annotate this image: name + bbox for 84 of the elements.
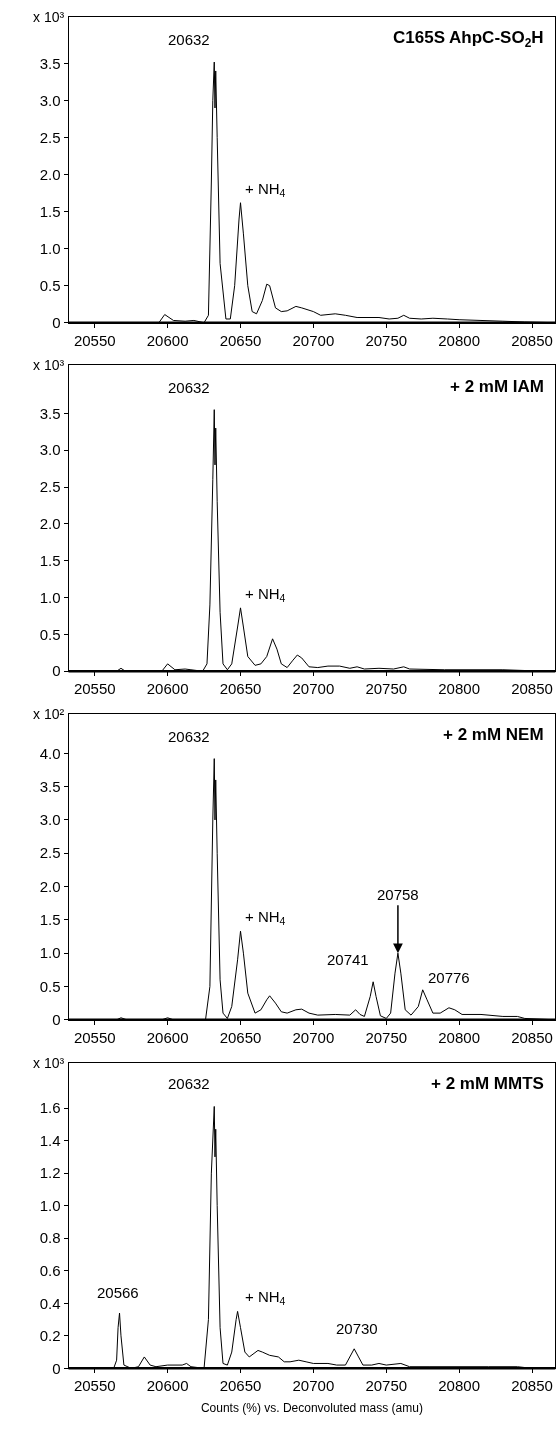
x-tick-label: 20750: [365, 1377, 408, 1395]
annotation: 20776: [428, 969, 470, 986]
y-tick-label: 1.6: [39, 1099, 61, 1117]
x-tick-label: 20650: [219, 1028, 262, 1046]
text: + 2 mM NEM: [443, 725, 544, 744]
y-axis-title: x 10³: [33, 357, 65, 373]
x-tick-label: 20550: [73, 331, 116, 349]
x-tick-label: 20550: [73, 1028, 116, 1046]
y-tick-label: 3.5: [39, 54, 61, 72]
y-tick-label: 1.0: [39, 588, 61, 606]
x-tick-label: 20750: [365, 1028, 408, 1046]
y-tick-label: 0.5: [39, 977, 61, 995]
annotation: + NH$_{4}$: [245, 180, 286, 200]
y-tick-label: 2.0: [39, 165, 61, 183]
annotation: + NH$_{4}$: [245, 908, 286, 928]
y-tick-label: 1.5: [39, 551, 61, 569]
x-tick-label: 20650: [219, 1377, 262, 1395]
annotation: 20741: [327, 951, 369, 968]
x-tick-label: 20700: [292, 680, 335, 698]
x-tick-label: 20600: [146, 331, 189, 349]
y-tick-label: 1.0: [39, 1196, 61, 1214]
annotation: 20632: [168, 728, 210, 745]
y-tick-label: 1.0: [39, 944, 61, 962]
annotation: + NH$_{4}$: [245, 585, 286, 605]
text: C165S AhpC-SO$_{2}$H: [393, 28, 544, 50]
y-tick-label: 2.0: [39, 877, 61, 895]
text: + 2 mM MMTS: [431, 1074, 544, 1093]
x-tick-label: 20600: [146, 680, 189, 698]
y-tick-label: 0.8: [39, 1229, 61, 1247]
x-tick-label: 20850: [511, 680, 553, 698]
y-tick-label: 0.4: [39, 1294, 61, 1312]
y-tick-label: 1.5: [39, 911, 61, 929]
y-tick-label: 0.2: [39, 1327, 61, 1345]
x-tick-label: 20550: [73, 1377, 116, 1395]
x-tick-label: 20600: [146, 1377, 189, 1395]
y-tick-label: 3.0: [39, 811, 61, 829]
y-tick-label: 1.4: [39, 1131, 61, 1149]
x-tick-label: 20750: [365, 331, 408, 349]
annotation: 20758: [377, 886, 419, 903]
x-tick-label: 20800: [438, 1028, 480, 1046]
x-tick-label: 20850: [511, 331, 553, 349]
x-tick-label: 20800: [438, 680, 480, 698]
y-tick-label: 4.0: [39, 744, 61, 762]
x-tick-label: 20600: [146, 1028, 189, 1046]
y-tick-label: 1.5: [39, 202, 61, 220]
y-tick-label: 0.5: [39, 276, 61, 294]
y-axis-title: x 10²: [33, 706, 65, 722]
y-tick-label: 0.6: [39, 1261, 61, 1279]
y-tick-label: 1.2: [39, 1164, 61, 1182]
annotation: 20730: [336, 1320, 378, 1337]
x-tick-label: 20850: [511, 1028, 553, 1046]
y-tick-label: 3.5: [39, 404, 61, 422]
y-tick-label: 2.0: [39, 515, 61, 533]
x-tick-label: 20750: [365, 680, 408, 698]
y-tick-label: 0: [52, 1359, 61, 1377]
y-tick-label: 0: [52, 662, 61, 680]
y-tick-label: 1.0: [39, 239, 61, 257]
y-tick-label: 3.5: [39, 777, 61, 795]
y-tick-label: 0.5: [39, 625, 61, 643]
y-tick-label: 0: [52, 313, 61, 331]
y-axis-title: x 10³: [33, 1055, 65, 1071]
text: + 2 mM IAM: [450, 377, 544, 396]
x-tick-label: 20850: [511, 1377, 553, 1395]
x-tick-label: 20700: [292, 1377, 335, 1395]
y-tick-label: 3.0: [39, 441, 61, 459]
y-axis-title: x 10³: [33, 9, 65, 25]
y-tick-label: 3.0: [39, 91, 61, 109]
x-tick-label: 20700: [292, 1028, 335, 1046]
x-tick-label: 20650: [219, 331, 262, 349]
x-tick-label: 20650: [219, 680, 262, 698]
x-tick-label: 20800: [438, 331, 480, 349]
x-tick-label: 20550: [73, 680, 116, 698]
y-tick-label: 2.5: [39, 128, 61, 146]
annotation: + NH$_{4}$: [245, 1288, 286, 1308]
annotation: 20632: [168, 31, 210, 48]
y-tick-label: 0: [52, 1011, 61, 1029]
annotation: 20632: [168, 379, 210, 396]
x-tick-label: 20700: [292, 331, 335, 349]
annotation: 20632: [168, 1075, 210, 1092]
y-tick-label: 2.5: [39, 478, 61, 496]
annotation: 20566: [97, 1284, 139, 1301]
y-tick-label: 2.5: [39, 844, 61, 862]
x-axis-title: Counts (%) vs. Deconvoluted mass (amu): [200, 1401, 423, 1416]
x-tick-label: 20800: [438, 1377, 480, 1395]
